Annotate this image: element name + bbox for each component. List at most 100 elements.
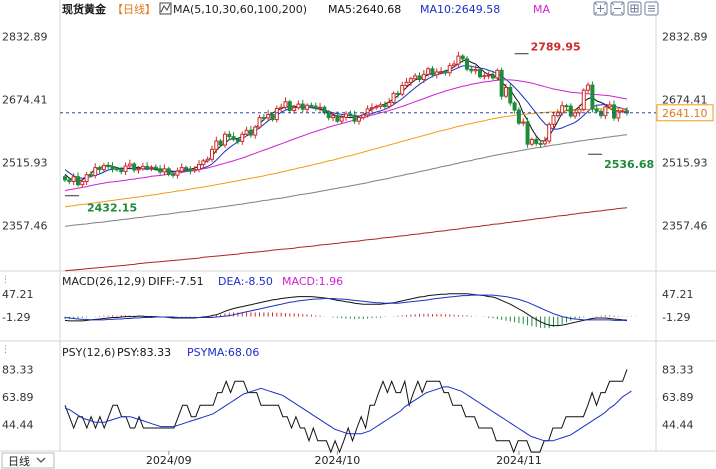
candle-body <box>395 92 400 95</box>
candle-body <box>140 165 145 170</box>
psy-tick-label-left: 83.33 <box>2 363 34 376</box>
candle-body <box>309 104 314 107</box>
candle-body <box>205 158 210 162</box>
panel-resize-handle[interactable]: ⋮ <box>1 345 10 355</box>
macd-tick-label-right: -1.29 <box>662 311 690 324</box>
candle-body <box>335 115 340 122</box>
date-axis: 2024/09 2024/10 2024/11 <box>146 451 542 467</box>
zoom-out-icon[interactable] <box>610 1 625 16</box>
candle-body <box>434 71 439 76</box>
candle-body <box>296 103 301 109</box>
candle-body <box>318 106 323 109</box>
current-price-label: 2641.10 <box>662 107 708 120</box>
candle-body <box>227 133 232 138</box>
candle-body <box>166 168 171 175</box>
candle-body <box>508 86 513 104</box>
candle-body <box>551 115 556 125</box>
psy-value: PSY:83.33 <box>117 346 171 359</box>
candle-body <box>404 81 409 86</box>
candle-body <box>456 55 461 65</box>
date-tick-label: 2024/09 <box>146 454 192 467</box>
date-tick-label: 2024/10 <box>315 454 361 467</box>
candle-body <box>568 105 573 117</box>
candle-body <box>564 105 569 108</box>
candle-body <box>581 89 586 110</box>
ma-extra-value: MA <box>533 3 550 16</box>
zoom-in-icon[interactable] <box>593 1 608 16</box>
candle-body <box>305 104 310 110</box>
candle-body <box>97 167 102 171</box>
period-selector-button[interactable]: 日线 <box>1 452 55 469</box>
current-price-box <box>656 104 714 122</box>
candle-body <box>490 74 495 79</box>
ma-indicator-icon <box>159 2 172 15</box>
candle-body <box>586 84 591 91</box>
price-tick-label-left: 2515.93 <box>2 156 48 169</box>
ma10-value: MA10:2649.58 <box>420 3 500 16</box>
candle-body <box>534 138 539 144</box>
candle-body <box>413 75 418 80</box>
panel-resize-handle[interactable]: ⋮ <box>1 275 10 285</box>
candle-body <box>218 140 223 146</box>
price-tick-label-right: 2357.46 <box>662 219 708 232</box>
candle-body <box>499 69 504 97</box>
annotation-label: 2536.68 <box>604 158 654 171</box>
ma-line-ma100 <box>64 134 628 227</box>
candle-body <box>153 166 158 170</box>
candle-body <box>343 113 349 118</box>
macd-diff-value: DIFF:-7.51 <box>148 275 204 288</box>
candle-body <box>175 170 180 176</box>
price-tick-label-left: 2674.41 <box>2 94 48 107</box>
candle-body <box>274 107 279 121</box>
candle-body <box>421 73 426 81</box>
panel-frames <box>0 0 716 452</box>
ma-settings-label[interactable]: MA(5,10,30,60,100,200) <box>173 3 307 16</box>
date-tick-label: 2024/11 <box>496 454 542 467</box>
candle-body <box>244 129 249 135</box>
candle-body <box>594 108 599 112</box>
psy-tick-label-left: 44.44 <box>2 419 34 432</box>
candle-body <box>80 180 85 186</box>
candle-body <box>378 104 383 107</box>
period-label[interactable]: 【日线】 <box>112 2 156 16</box>
candle-body <box>231 136 236 140</box>
candle-body <box>400 84 405 95</box>
candle-body <box>486 74 491 77</box>
settings-icon[interactable] <box>644 1 659 16</box>
candle-body <box>106 165 111 168</box>
layout-icon[interactable] <box>627 1 642 16</box>
candle-body <box>361 114 366 119</box>
price-tick-label-right: 2674.41 <box>662 94 708 107</box>
candle-body <box>426 68 431 75</box>
candle-body <box>603 106 608 117</box>
candle-body <box>257 117 262 128</box>
candle-body <box>465 58 470 70</box>
candle-body <box>67 179 72 182</box>
candle-body <box>62 176 68 181</box>
candle-body <box>266 113 271 119</box>
candle-body <box>356 117 361 122</box>
candle-body <box>322 106 327 114</box>
candle-body <box>365 108 370 116</box>
candle-body <box>331 115 336 119</box>
candle-body <box>452 63 457 67</box>
candle-body <box>253 126 258 136</box>
candle-body <box>101 165 106 171</box>
candle-body <box>149 166 154 169</box>
candle-body <box>209 148 214 160</box>
psy-tick-label-right: 83.33 <box>662 363 694 376</box>
candle-body <box>162 168 167 173</box>
macd-tick-label-left: 47.21 <box>2 288 34 301</box>
candle-body <box>197 163 202 171</box>
macd-dea-value: DEA:-8.50 <box>218 275 273 288</box>
psy-tick-label-right: 44.44 <box>662 419 694 432</box>
candle-body <box>408 78 413 83</box>
candle-body <box>439 71 444 74</box>
candle-body <box>132 163 137 171</box>
candle-body <box>214 140 219 150</box>
macd-hist-value: MACD:1.96 <box>282 275 343 288</box>
candle-body <box>192 169 197 172</box>
candle-body <box>560 105 565 114</box>
chevron-down-icon <box>36 457 46 463</box>
